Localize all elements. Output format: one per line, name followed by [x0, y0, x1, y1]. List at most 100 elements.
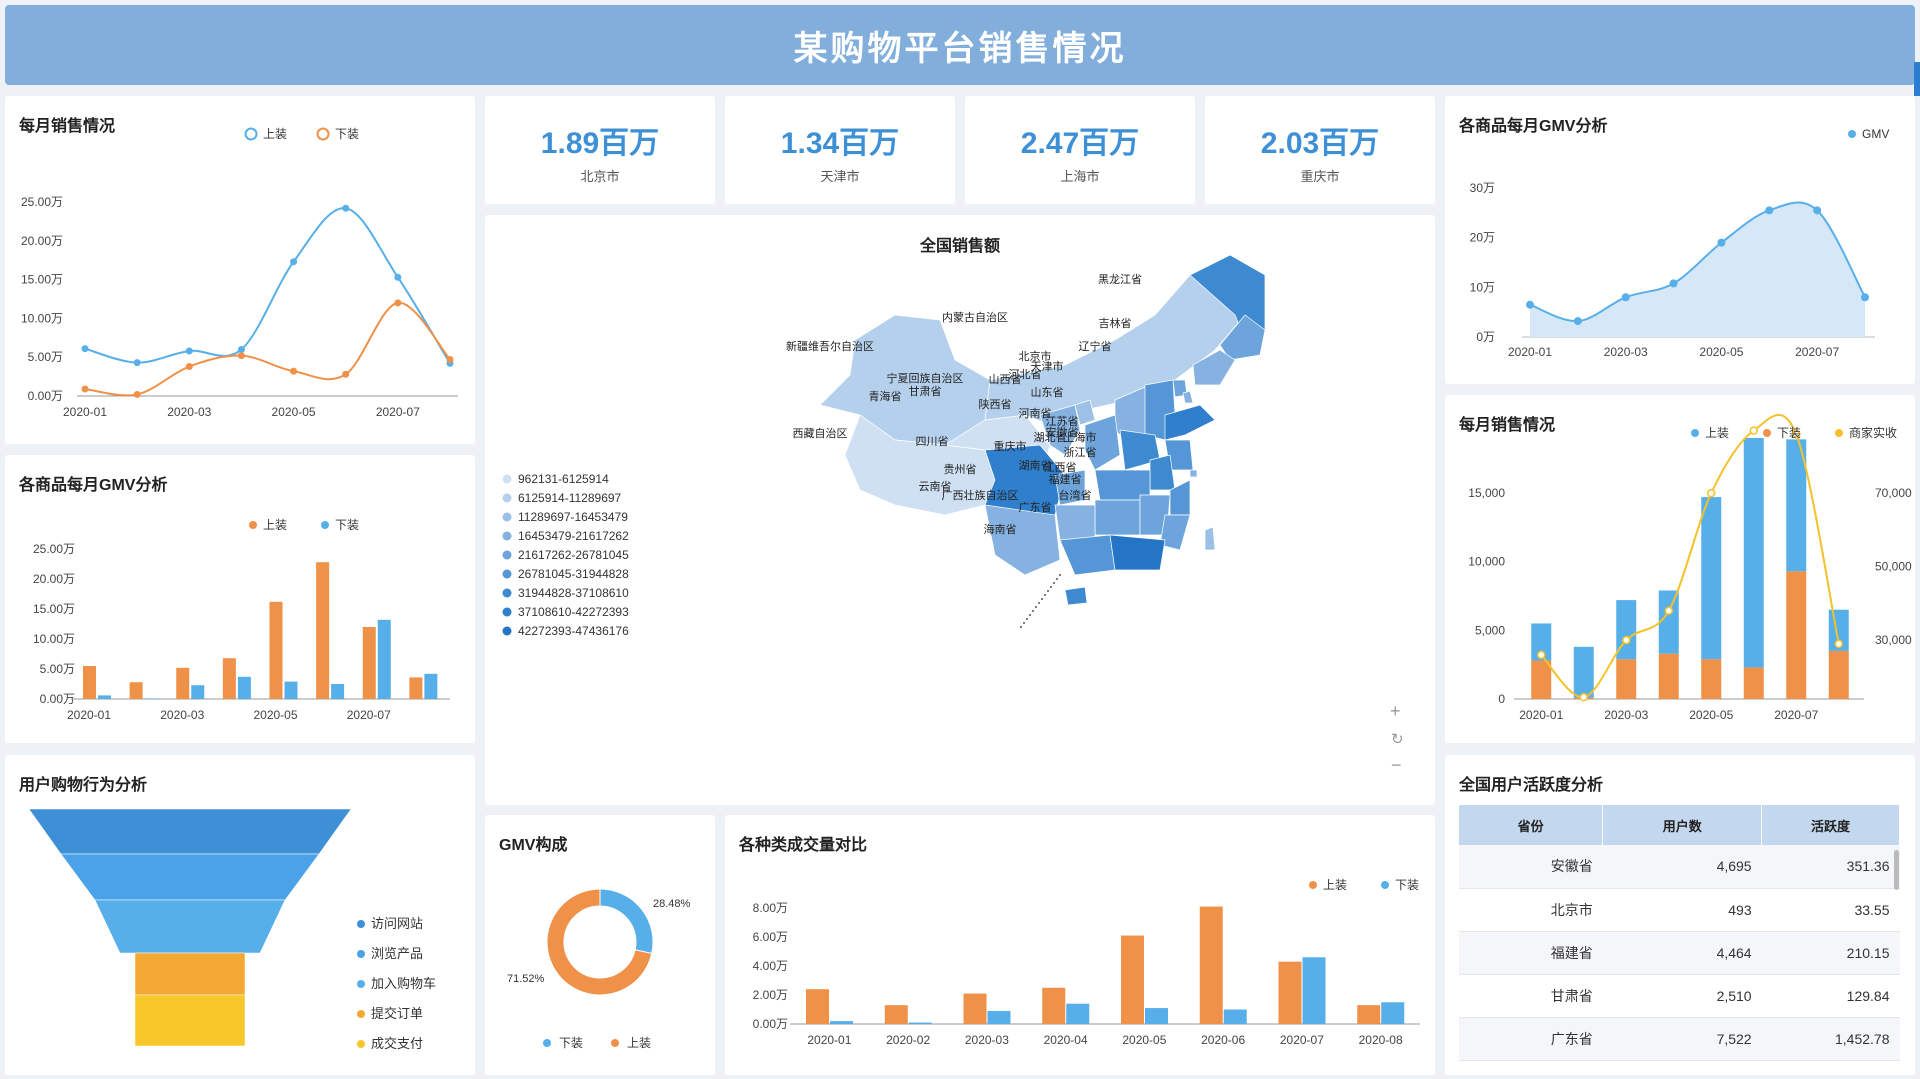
category-bars-card: 各种类成交量对比 0.00万 2.00万 4.00万 6.00万 8.00万 2020-0…	[725, 815, 1435, 1075]
legend-label: 21617262-26781045	[518, 548, 629, 562]
data-point	[1526, 300, 1534, 309]
slice-label: 71.52%	[507, 973, 545, 985]
y-tick-label: 5,000	[1475, 623, 1505, 637]
map-island	[1044, 594, 1046, 596]
cell-province: 安徽省	[1459, 845, 1603, 889]
y-tick-label: 8.00万	[753, 901, 788, 915]
cell-province: 北京市	[1459, 888, 1603, 932]
legend-marker	[316, 127, 330, 141]
legend-marker	[502, 550, 512, 560]
legend-label: 访问网站	[371, 916, 423, 931]
data-point	[185, 363, 193, 371]
legend-label: 下装	[1777, 426, 1801, 440]
y-tick-label: 0.00万	[40, 692, 75, 706]
area-fill	[1530, 202, 1865, 337]
data-point	[1664, 606, 1673, 616]
legend-label: 31944828-37108610	[518, 586, 629, 600]
map-island	[1047, 590, 1049, 592]
map-region-label: 贵州省	[944, 463, 977, 476]
legend-label: 下装	[335, 127, 359, 141]
bar	[144, 698, 158, 699]
table-row[interactable]: 北京市 493 33.55	[1459, 888, 1900, 932]
y-tick-label: 0万	[1476, 330, 1495, 344]
data-point	[1537, 650, 1546, 660]
series-line	[84, 301, 451, 397]
map-region	[1159, 514, 1191, 551]
map-region-label: 天津市	[1031, 359, 1064, 373]
bar	[1278, 961, 1302, 1024]
table-row[interactable]: 广东省 7,522 1,452.78	[1459, 1017, 1900, 1061]
data-point	[1717, 238, 1726, 247]
column-header[interactable]: 省份	[1459, 805, 1604, 845]
legend-marker	[249, 521, 257, 529]
map-region	[1109, 534, 1166, 571]
kpi-card-4: 2.03百万 重庆市	[1205, 96, 1435, 204]
legend-marker	[1848, 130, 1856, 138]
x-tick-label: 2020-01	[67, 708, 111, 722]
data-point	[1792, 430, 1801, 439]
legend-label: 42272393-47436176	[518, 624, 629, 638]
cell-activity: 1,452.78	[1761, 1017, 1900, 1061]
table-row[interactable]: 甘肃省 2,510 129.84	[1459, 974, 1900, 1018]
x-tick-label: 2020-05	[253, 708, 297, 722]
legend-label: 16453479-21617262	[518, 529, 629, 543]
cell-activity: 210.15	[1761, 931, 1900, 975]
legend-marker	[502, 512, 512, 522]
legend-marker	[1835, 429, 1843, 437]
monthly-sales-card: 每月销售情况 0.00万 5.00万 10.00万 15.00万 20.00万 25.00…	[5, 96, 475, 444]
card-title: GMV构成	[499, 837, 568, 854]
reset-view-icon[interactable]: ↻	[1391, 731, 1404, 748]
bar	[237, 676, 251, 699]
map-island	[1059, 574, 1061, 576]
column-header[interactable]: 用户数	[1602, 805, 1763, 845]
map-island	[1023, 622, 1025, 624]
bar-segment	[1531, 660, 1552, 699]
bar	[884, 1005, 908, 1024]
kpi-value: 2.47百万	[1020, 127, 1140, 160]
map-region-label: 江西省	[1044, 461, 1077, 474]
x-tick-label: 2020-05	[272, 405, 316, 419]
gmv-bar-chart: 0.00万 5.00万 10.00万 15.00万 20.00万 25.00万 2020-0…	[33, 518, 450, 722]
data-point	[1622, 635, 1631, 645]
bar	[1357, 1005, 1381, 1024]
kpi-value: 1.34百万	[780, 127, 900, 160]
legend-label: 962131-6125914	[518, 472, 609, 486]
column-header[interactable]: 活跃度	[1761, 805, 1900, 845]
table-scrollbar[interactable]	[1894, 850, 1899, 890]
kpi-value: 2.03百万	[1260, 127, 1380, 160]
map-region	[1219, 314, 1266, 361]
map-region-label: 辽宁省	[1079, 339, 1112, 353]
x-tick-label: 2020-02	[886, 1033, 930, 1047]
map-region-label: 上海市	[1064, 430, 1097, 444]
table-row[interactable]: 安徽省 4,695 351.36	[1459, 845, 1900, 889]
data-point	[185, 347, 193, 355]
zoom-in-icon[interactable]: +	[1390, 701, 1401, 721]
bar	[222, 658, 236, 699]
data-point	[394, 299, 402, 307]
kpi-city: 天津市	[820, 169, 860, 184]
legend-label: 上装	[1323, 878, 1347, 892]
series-line	[1540, 413, 1840, 699]
donut-slice	[546, 888, 653, 996]
funnel-stage	[134, 994, 246, 1047]
data-point	[81, 385, 89, 393]
legend-label: 加入购物车	[371, 976, 436, 991]
y-tick-label: 5.00万	[40, 662, 75, 676]
y-tick-label: 0.00万	[753, 1017, 788, 1031]
page-scroll-indicator[interactable]	[1914, 62, 1920, 96]
bar	[806, 989, 829, 1024]
map-region-label: 青海省	[869, 389, 902, 403]
map-island	[1020, 626, 1022, 628]
map-region	[1182, 390, 1194, 404]
activity-card: 全国用户活跃度分析 省份 用户数 活跃度 安徽省 4,695 351.36 北京…	[1445, 755, 1915, 1075]
data-point	[1573, 317, 1582, 326]
bar	[83, 666, 96, 699]
zoom-out-icon[interactable]: −	[1391, 755, 1402, 775]
bar	[316, 562, 330, 699]
x-tick-label: 2020-05	[1699, 345, 1743, 359]
x-tick-label: 2020-03	[160, 708, 204, 722]
map-region-label: 西藏自治区	[793, 426, 848, 440]
bar	[1042, 987, 1066, 1024]
table-row[interactable]: 福建省 4,464 210.15	[1459, 931, 1900, 975]
